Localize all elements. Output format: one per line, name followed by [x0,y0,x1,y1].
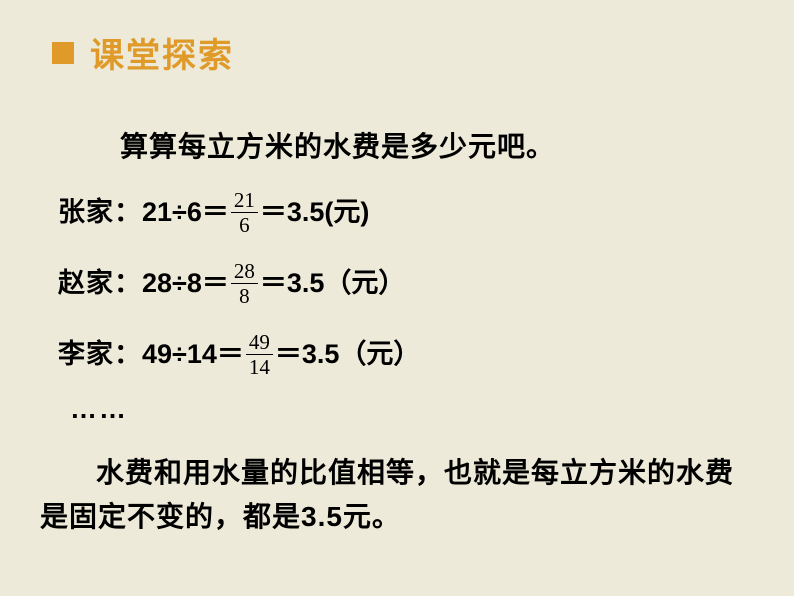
equation-block: 张家： 21÷6＝ 21 6 ＝3.5(元) 赵家： 28÷8＝ 28 8 ＝3… [58,189,794,378]
slide-header: 课堂探索 [0,0,794,77]
equation-expr: 28÷8＝ 28 8 ＝3.5（元） [142,260,405,307]
fraction: 21 6 [231,189,258,236]
fraction-denominator: 8 [231,283,258,307]
fraction-numerator: 21 [231,189,258,212]
slide-title: 课堂探索 [90,28,234,77]
intro-text: 算算每立方米的水费是多少元吧。 [120,125,794,165]
ellipsis-text: …… [70,394,794,425]
equation-row: 李家： 49÷14＝ 49 14 ＝3.5（元） [58,331,794,378]
fraction-denominator: 14 [246,354,273,378]
equation-rhs: ＝3.5（元） [260,270,406,297]
equation-label: 李家： [58,341,142,368]
fraction: 49 14 [246,331,273,378]
conclusion-text: 水费和用水量的比值相等，也就是每立方米的水费是固定不变的，都是3.5元。 [40,451,754,538]
fraction-numerator: 28 [231,260,258,283]
equation-label: 赵家： [58,270,142,297]
fraction-denominator: 6 [231,212,258,236]
equation-rhs: ＝3.5（元） [275,341,421,368]
equation-row: 张家： 21÷6＝ 21 6 ＝3.5(元) [58,189,794,236]
equation-expr: 21÷6＝ 21 6 ＝3.5(元) [142,189,369,236]
fraction: 28 8 [231,260,258,307]
equation-lhs: 28÷8＝ [142,270,229,297]
equation-lhs: 21÷6＝ [142,199,229,226]
header-bullet-icon [52,42,74,64]
equation-row: 赵家： 28÷8＝ 28 8 ＝3.5（元） [58,260,794,307]
equation-expr: 49÷14＝ 49 14 ＝3.5（元） [142,331,420,378]
fraction-numerator: 49 [246,331,273,354]
equation-label: 张家： [58,199,142,226]
equation-lhs: 49÷14＝ [142,341,244,368]
equation-rhs: ＝3.5(元) [260,199,370,226]
